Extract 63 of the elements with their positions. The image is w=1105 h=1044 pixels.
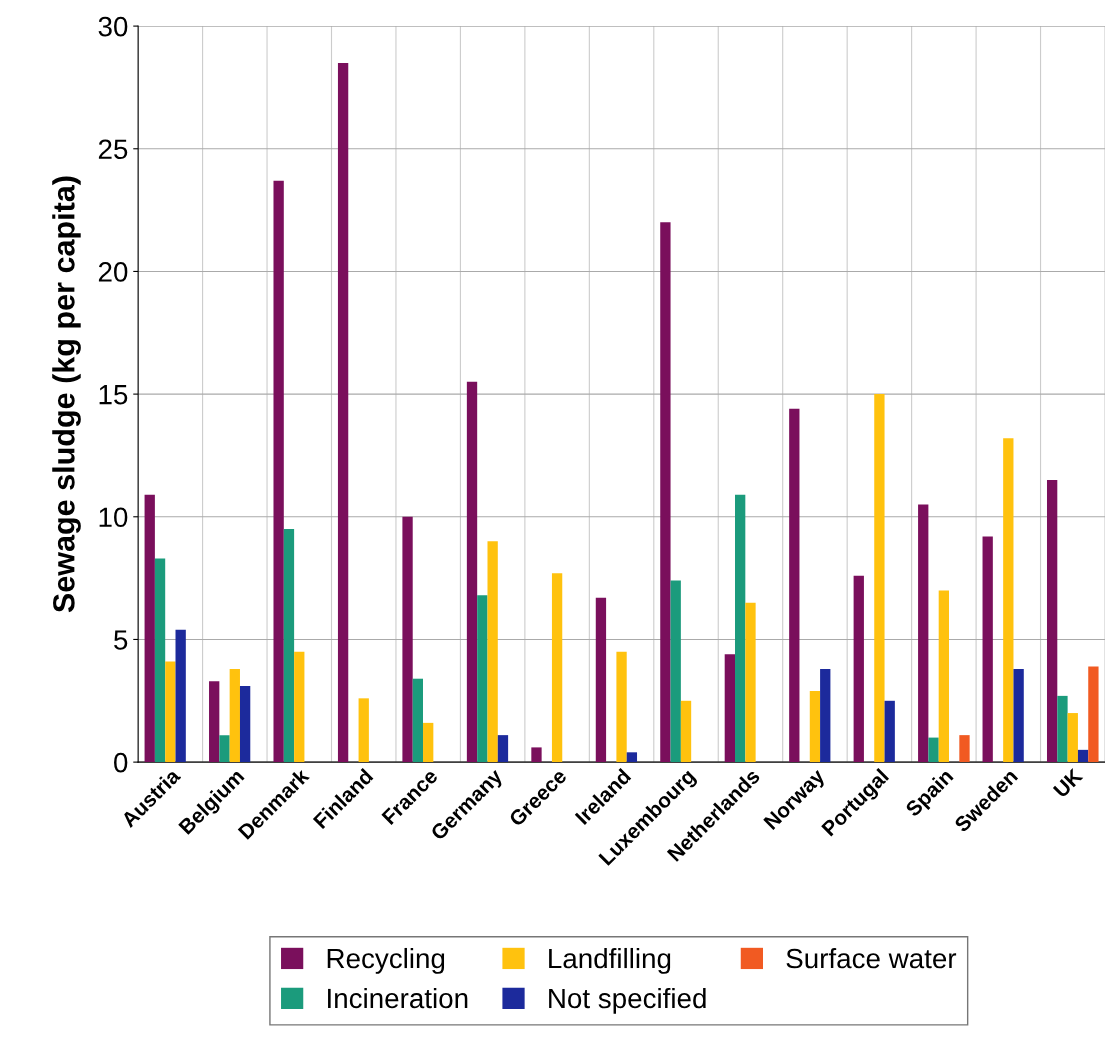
legend-label: Landfilling	[549, 947, 671, 974]
bar	[337, 62, 349, 763]
bar	[735, 494, 746, 763]
y-tick-label: 25	[98, 139, 128, 160]
bar	[1013, 668, 1024, 763]
bar	[1077, 749, 1089, 763]
bar	[466, 381, 478, 763]
bar	[809, 690, 821, 763]
bar	[959, 735, 970, 763]
bar	[884, 700, 895, 763]
bar	[874, 394, 885, 763]
bar	[551, 573, 563, 763]
legend-label: Recycling	[327, 947, 445, 974]
bar	[209, 681, 220, 763]
y-tick-label: 30	[98, 16, 128, 37]
bar	[820, 668, 831, 763]
bar	[165, 661, 176, 763]
bar	[423, 722, 434, 763]
bar	[487, 541, 498, 763]
bar	[853, 575, 864, 763]
bar	[1003, 438, 1014, 763]
bar	[670, 580, 681, 763]
bar	[154, 558, 166, 763]
bar	[497, 735, 509, 763]
bar	[626, 752, 638, 763]
bar	[273, 180, 284, 763]
bar	[1067, 713, 1078, 763]
legend-label: Incineration	[328, 987, 468, 1009]
bar	[144, 494, 155, 763]
bar	[1088, 666, 1099, 763]
bar	[283, 529, 295, 763]
x-tick-label: UK	[1052, 767, 1084, 799]
bar	[660, 222, 671, 763]
y-axis-title: Sewage sludge (kg per capita)	[52, 176, 81, 613]
bar	[680, 700, 692, 763]
bar	[616, 651, 627, 763]
bar	[358, 698, 369, 763]
bar	[982, 536, 993, 763]
bar	[175, 629, 186, 763]
bar	[477, 595, 488, 763]
bar	[229, 668, 240, 763]
bar	[938, 590, 950, 763]
bar	[789, 408, 800, 763]
bar	[918, 504, 929, 763]
bar	[928, 737, 939, 763]
bar	[219, 735, 230, 763]
bar	[531, 747, 542, 763]
bar	[239, 686, 251, 763]
bar	[294, 651, 305, 763]
bar	[1046, 479, 1058, 763]
y-tick-label: 10	[99, 507, 128, 528]
y-tick-label: 20	[98, 262, 128, 282]
y-tick-label: 15	[99, 385, 128, 405]
y-tick-label: 0	[114, 752, 128, 773]
bar	[724, 654, 736, 763]
legend-label: Surface water	[786, 947, 957, 969]
bar	[595, 597, 607, 763]
y-tick-label: 5	[114, 630, 128, 650]
bar	[412, 678, 424, 763]
bar	[402, 516, 413, 763]
legend-label: Not specified	[549, 987, 706, 1014]
bar	[745, 602, 756, 763]
bar	[1057, 695, 1068, 763]
